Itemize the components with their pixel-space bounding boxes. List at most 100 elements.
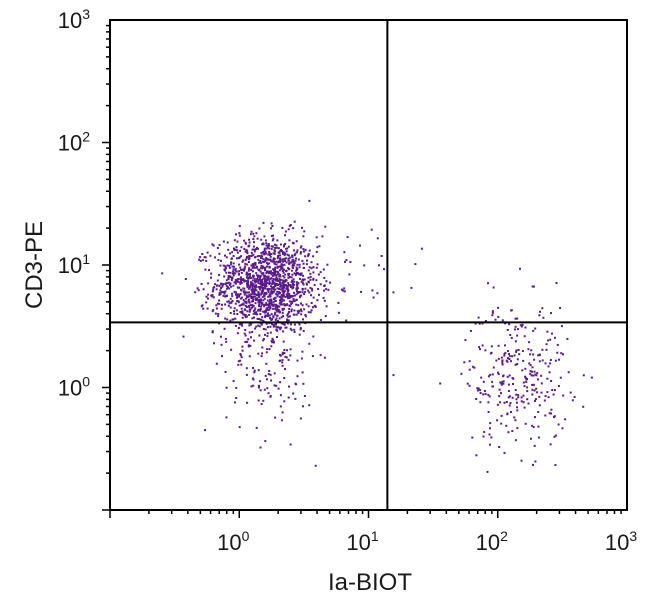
event-point xyxy=(279,394,282,397)
event-point xyxy=(521,369,524,372)
event-point xyxy=(319,271,322,274)
event-point xyxy=(293,283,296,286)
event-point xyxy=(540,391,543,394)
event-point xyxy=(288,296,291,299)
event-point xyxy=(258,282,261,285)
event-point xyxy=(283,377,286,379)
event-point xyxy=(519,267,521,270)
event-point xyxy=(229,319,232,322)
event-point xyxy=(266,378,268,381)
event-point xyxy=(234,302,237,305)
event-point xyxy=(225,386,228,389)
event-point xyxy=(228,284,231,286)
event-point xyxy=(258,269,261,272)
event-point xyxy=(257,300,260,303)
event-point xyxy=(554,359,557,362)
event-point xyxy=(291,254,294,257)
event-point xyxy=(275,314,278,317)
event-point xyxy=(200,283,203,285)
event-point xyxy=(257,278,260,281)
event-point xyxy=(271,307,274,310)
event-point xyxy=(256,293,259,296)
event-point xyxy=(560,352,563,355)
event-point xyxy=(478,322,481,325)
event-point xyxy=(243,290,245,293)
event-point xyxy=(275,305,278,308)
event-point xyxy=(252,265,255,268)
event-point xyxy=(305,263,308,266)
event-point xyxy=(268,270,271,273)
event-point xyxy=(281,309,284,312)
event-point xyxy=(516,409,519,412)
event-point xyxy=(236,332,239,335)
event-point xyxy=(299,328,302,331)
event-point xyxy=(234,278,237,281)
event-point xyxy=(557,385,560,387)
event-point xyxy=(489,443,491,446)
event-point xyxy=(222,294,225,297)
event-point xyxy=(282,323,285,326)
event-point xyxy=(532,374,535,377)
event-point xyxy=(281,307,284,310)
event-point xyxy=(553,435,556,438)
x-tick-label: 101 xyxy=(346,528,378,555)
event-point xyxy=(272,278,275,281)
event-point xyxy=(246,282,249,285)
event-point xyxy=(282,258,285,261)
event-point xyxy=(265,242,268,245)
event-point xyxy=(251,286,254,289)
event-point xyxy=(284,279,287,282)
event-point xyxy=(248,241,251,244)
event-point xyxy=(220,259,222,262)
event-point xyxy=(515,350,518,353)
event-point xyxy=(325,280,328,283)
event-point xyxy=(299,296,301,299)
event-point xyxy=(277,279,280,282)
x-tick-label: 100 xyxy=(217,528,249,555)
event-point xyxy=(246,274,249,277)
event-point xyxy=(200,305,203,308)
event-point xyxy=(254,281,257,284)
event-point xyxy=(289,327,292,330)
event-point xyxy=(383,268,385,271)
event-point xyxy=(286,287,289,290)
event-point xyxy=(562,353,564,356)
event-point xyxy=(474,322,477,325)
event-point xyxy=(515,401,518,404)
event-point xyxy=(203,256,206,259)
event-point xyxy=(515,349,518,352)
event-point xyxy=(272,245,274,248)
event-point xyxy=(491,310,494,313)
event-point xyxy=(566,337,569,340)
event-point xyxy=(286,318,289,321)
event-point xyxy=(296,272,298,275)
event-point xyxy=(271,239,274,242)
event-point xyxy=(241,324,244,327)
event-point xyxy=(248,331,251,334)
event-point xyxy=(288,385,290,388)
event-point xyxy=(258,277,261,280)
event-point xyxy=(282,251,285,254)
event-point xyxy=(283,268,285,271)
event-point xyxy=(252,232,255,235)
event-point xyxy=(247,305,250,307)
event-point xyxy=(239,282,242,285)
event-point xyxy=(537,354,540,357)
event-point xyxy=(297,282,300,285)
event-point xyxy=(258,299,261,302)
event-point xyxy=(241,349,244,352)
event-point xyxy=(259,275,262,278)
event-point xyxy=(251,285,254,288)
event-point xyxy=(497,315,500,318)
event-point xyxy=(238,257,240,260)
event-point xyxy=(255,284,258,287)
event-point xyxy=(228,302,231,305)
event-point xyxy=(272,303,275,306)
event-point xyxy=(240,356,243,359)
event-point xyxy=(254,327,257,330)
event-point xyxy=(527,348,530,351)
event-point xyxy=(535,374,538,377)
event-point xyxy=(514,340,517,343)
event-point xyxy=(473,366,476,369)
event-point xyxy=(529,370,532,373)
